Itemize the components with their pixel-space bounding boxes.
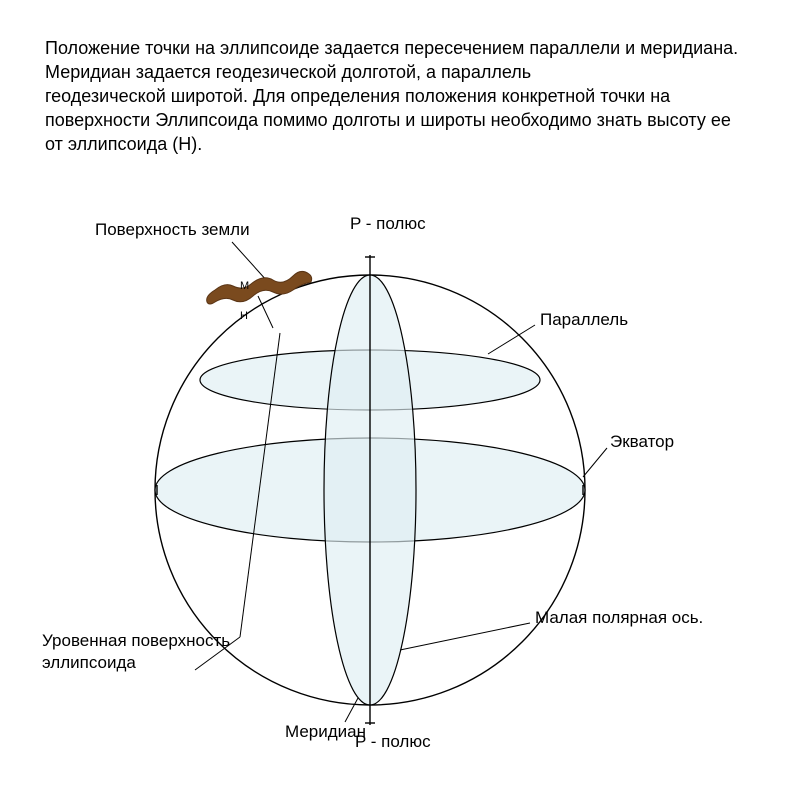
label-level-surface: Уровенная поверхность эллипсоида xyxy=(42,630,252,674)
label-m: М xyxy=(240,280,249,292)
label-pole-top: P - полюс xyxy=(350,214,426,234)
label-h: H xyxy=(240,310,248,322)
label-parallel: Параллель xyxy=(540,310,628,330)
label-minor-axis: Малая полярная ось. xyxy=(535,608,703,628)
leader-minor-axis xyxy=(400,623,530,650)
leader-equator xyxy=(583,448,607,477)
leader-earth-surface xyxy=(232,242,268,282)
ellipsoid-diagram xyxy=(0,0,800,800)
leader-parallel xyxy=(488,325,535,354)
label-earth-surface: Поверхность земли xyxy=(95,220,250,240)
label-meridian: Меридиан xyxy=(285,722,366,742)
leader-meridian xyxy=(345,698,358,722)
label-pole-bottom: P - полюс xyxy=(355,732,431,752)
m-h-line xyxy=(258,296,273,328)
label-equator: Экватор xyxy=(610,432,674,452)
